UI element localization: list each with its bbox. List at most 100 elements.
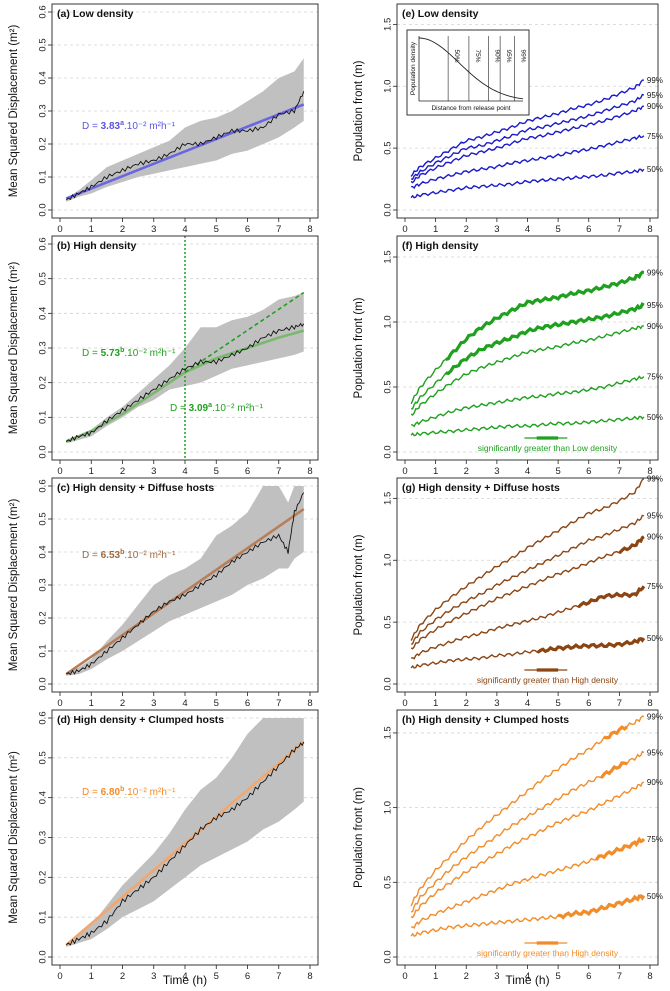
diffusion-annotation: D = 6.53b.10⁻² m²h⁻¹	[82, 549, 176, 561]
diffusion-annotation: D = 6.80b.10⁻² m²h⁻¹	[82, 786, 176, 798]
confidence-envelope	[66, 486, 304, 676]
front-line-emphasis	[577, 585, 646, 609]
series-label: 50%	[647, 165, 663, 174]
series-label: 75%	[647, 835, 663, 844]
ann-sup: b	[120, 347, 124, 354]
inset-quantile-label: 75%	[474, 49, 481, 62]
ann-unit: .10⁻² m²h⁻¹	[124, 348, 176, 359]
front-line-emphasis	[595, 836, 646, 861]
inset-density-curve	[418, 37, 524, 100]
front-line-emphasis	[600, 761, 628, 779]
x-tick-label: 4	[182, 698, 187, 709]
y-tick-label: 0.3	[38, 831, 49, 844]
y-tick-label: 0.4	[38, 71, 49, 84]
x-tick-label: 8	[307, 224, 312, 235]
msd-line	[65, 91, 305, 201]
x-tick-label: 6	[586, 698, 591, 709]
x-tick-label: 5	[214, 971, 219, 982]
panel-c: 0.0 0.1 0.2 0.3 0.4 0.5 0.6 0 1 2 3 4 5 6 7 8 (c) High d…	[8, 477, 319, 709]
x-tick-label: 1	[89, 971, 94, 982]
inset-quantile-label: 50%	[453, 49, 460, 62]
significance-label: significantly greater than High density	[477, 675, 619, 685]
x-tick-label: 5	[555, 466, 560, 477]
x-tick-label: 5	[214, 698, 219, 709]
panel-g: 50% 75% 90% 95% 99% significantly greater tha…	[353, 475, 663, 709]
panel-title: (b) High density	[57, 240, 136, 252]
front-line-95	[410, 750, 645, 913]
y-tick-label: 0.1	[38, 911, 49, 924]
front-line-emphasis	[445, 302, 645, 376]
y-axis-label: Mean Squared Displacement (m²)	[8, 25, 20, 198]
series-label: 95%	[647, 748, 663, 757]
x-tick-label: 0	[402, 698, 407, 709]
panel-f: 50% 75% 90% 95% 99% significantly greater tha…	[353, 235, 663, 477]
plot-area	[65, 486, 305, 676]
x-tick-label: 0	[57, 466, 62, 477]
y-tick-label: 0.5	[383, 616, 394, 629]
y-tick-label: 0.6	[38, 479, 49, 492]
front-line-95	[410, 514, 644, 645]
y-tick-label: 1.5	[383, 492, 394, 505]
x-tick-label: 5	[555, 971, 560, 982]
y-tick-label: 0.2	[38, 137, 49, 150]
diffusion-annotation: D = 3.83a.10⁻² m²h⁻¹	[82, 120, 176, 132]
series-label: 50%	[647, 634, 663, 643]
x-tick-label: 3	[151, 224, 156, 235]
y-tick-label: 0.5	[38, 272, 49, 285]
front-line-99	[410, 79, 644, 177]
y-axis-label: Mean Squared Displacement (m²)	[8, 262, 20, 435]
ann-value: 6.80	[101, 787, 121, 798]
ann-sup: b	[120, 786, 124, 793]
x-tick-label: 2	[120, 224, 125, 235]
x-tick-label: 2	[120, 971, 125, 982]
ann-unit: .10⁻² m²h⁻¹	[212, 403, 264, 414]
x-tick-label: 6	[245, 971, 250, 982]
confidence-envelope	[66, 718, 304, 948]
series-label: 99%	[647, 713, 663, 722]
x-tick-label: 1	[433, 971, 438, 982]
front-line-99	[410, 478, 645, 641]
front-line-95	[411, 303, 645, 410]
panel-a: 0.0 0.1 0.2 0.3 0.4 0.5 0.6 0 1 2 3 4 5 6 7 8 (a) Low de…	[8, 3, 319, 235]
series-label: 75%	[647, 582, 663, 591]
x-tick-label: 3	[151, 698, 156, 709]
x-tick-label: 7	[276, 971, 281, 982]
ann-label: D =	[82, 787, 101, 798]
front-line-90	[410, 781, 645, 919]
x-tick-label: 2	[120, 698, 125, 709]
ann-value: 5.73	[101, 348, 121, 359]
y-tick-label: 0.2	[38, 611, 49, 624]
fit-line	[65, 508, 305, 676]
significance-label: significantly greater than High density	[477, 948, 619, 958]
x-tick-label: 3	[494, 224, 499, 235]
y-tick-label: 0.0	[38, 950, 49, 963]
confidence-envelope	[66, 58, 304, 202]
x-tick-label: 1	[89, 466, 94, 477]
series-label: 95%	[647, 512, 663, 521]
front-line-50	[410, 168, 645, 199]
y-tick-label: 0.2	[38, 376, 49, 389]
x-tick-label: 0	[57, 224, 62, 235]
front-line-90	[410, 536, 645, 650]
y-axis-label: Population front (m)	[353, 297, 365, 398]
series-label: 50%	[647, 892, 663, 901]
y-axis-label: Population front (m)	[353, 60, 365, 161]
series-label: 75%	[647, 373, 663, 382]
ann-sup: b	[120, 549, 124, 556]
x-tick-label: 0	[57, 971, 62, 982]
inset-y-label: Population density	[410, 41, 417, 95]
x-tick-label: 6	[245, 466, 250, 477]
y-tick-label: 1.0	[383, 80, 394, 93]
panel-e: 50% 75% 90% 95% 99% 0.0 0.5 1.0 1.5 0 1 2 3 4 5 6 7 8 (e) …	[353, 3, 663, 235]
y-tick-label: 0.4	[38, 307, 49, 320]
x-tick-label: 3	[494, 971, 499, 982]
y-tick-label: 1.0	[383, 554, 394, 567]
inset-quantile-label: 90%	[494, 49, 501, 62]
x-tick-label: 5	[214, 224, 219, 235]
x-tick-label: 4	[182, 466, 187, 477]
x-tick-label: 8	[307, 698, 312, 709]
panel-d: 0.0 0.1 0.2 0.3 0.4 0.5 0.6 0 1 2 3 4 5 6 7 8 (d) High d…	[8, 709, 319, 987]
diffusion-annotation: D = 5.73b.10⁻² m²h⁻¹	[82, 347, 176, 359]
front-line-90	[410, 325, 644, 416]
x-tick-label: 1	[433, 466, 438, 477]
